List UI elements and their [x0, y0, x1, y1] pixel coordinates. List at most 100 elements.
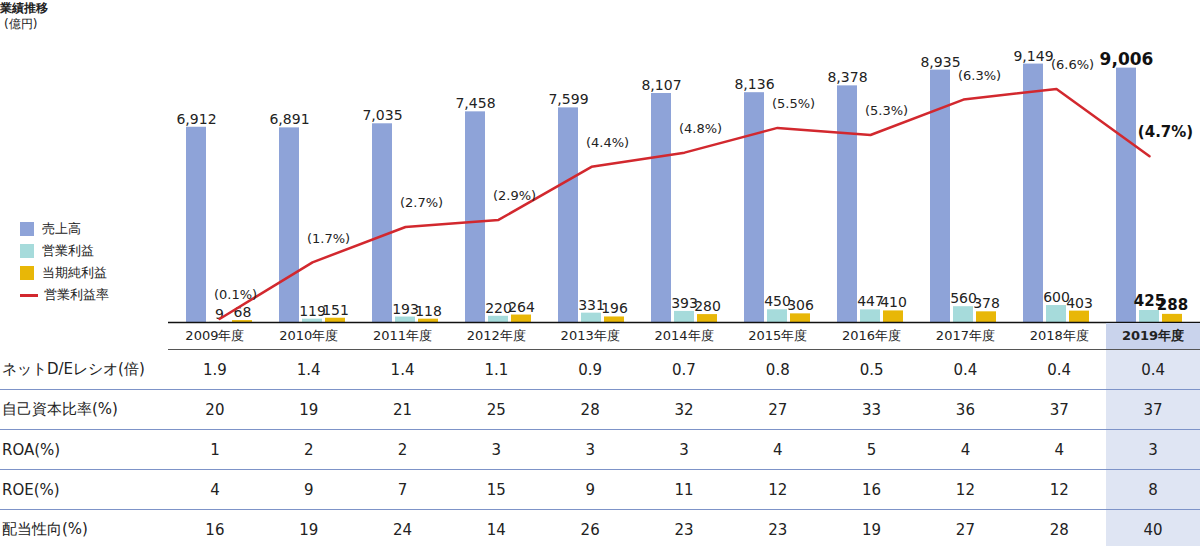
html-text:2010年度: 2010年度	[279, 328, 339, 343]
svg-text:6,912: 6,912	[176, 111, 216, 127]
svg-text:288: 288	[1157, 296, 1188, 314]
html-text:1.9: 1.9	[203, 360, 227, 379]
html-text:0.5: 0.5	[859, 360, 884, 379]
svg-text:393: 393	[671, 294, 698, 311]
html-text:16: 16	[205, 520, 225, 539]
html-text:0.9: 0.9	[578, 360, 603, 379]
svg-text:306: 306	[787, 297, 814, 313]
html-text:売上高: 売上高	[42, 221, 81, 236]
svg-text:151: 151	[322, 302, 349, 318]
svg-text:6,891: 6,891	[269, 111, 309, 127]
html-text:27: 27	[955, 520, 975, 539]
html-text:ROE(%): ROE(%)	[2, 480, 60, 499]
html-text:ROA(%): ROA(%)	[2, 440, 61, 459]
svg-text:8,935: 8,935	[920, 54, 960, 70]
html-text:0.8: 0.8	[765, 360, 790, 379]
svg-text:8,378: 8,378	[827, 69, 867, 85]
svg-text:8,107: 8,107	[641, 77, 681, 93]
svg-text:410: 410	[880, 294, 907, 310]
html-text:15: 15	[486, 480, 506, 499]
svg-text:447: 447	[857, 293, 884, 310]
svg-text:425: 425	[1133, 292, 1166, 311]
html-text:2013年度: 2013年度	[560, 328, 620, 343]
svg-text:(0.1%): (0.1%)	[214, 287, 257, 302]
html-text:36: 36	[955, 400, 975, 419]
html-text:12: 12	[768, 480, 788, 499]
html-text:当期純利益: 当期純利益	[42, 265, 107, 280]
svg-text:9,006: 9,006	[1100, 49, 1154, 69]
html-text:配当性向(%): 配当性向(%)	[2, 520, 88, 538]
html-text:1.1: 1.1	[484, 360, 509, 379]
html-text:19: 19	[299, 520, 319, 539]
html-text:32: 32	[674, 400, 694, 419]
html-text:0.7: 0.7	[672, 360, 696, 379]
html-text:24: 24	[393, 520, 413, 539]
svg-text:450: 450	[764, 293, 791, 310]
html-text:27: 27	[768, 400, 788, 419]
svg-text:220: 220	[485, 299, 512, 316]
html-text:26: 26	[580, 520, 600, 539]
html-text:14: 14	[486, 520, 506, 539]
svg-text:280: 280	[694, 298, 721, 314]
svg-text:(6.3%): (6.3%)	[958, 68, 1001, 83]
svg-text:600: 600	[1043, 289, 1070, 305]
html-text:40: 40	[1143, 520, 1163, 539]
svg-text:264: 264	[508, 299, 535, 315]
svg-text:193: 193	[392, 300, 419, 317]
html-text:1.4: 1.4	[390, 360, 415, 379]
html-text:19: 19	[862, 520, 882, 539]
html-text:33: 33	[862, 400, 882, 419]
html-text:自己資本比率(%): 自己資本比率(%)	[2, 400, 118, 418]
html-text:0.4: 0.4	[1141, 360, 1165, 379]
svg-text:378: 378	[973, 295, 1000, 311]
svg-text:196: 196	[601, 300, 628, 316]
html-text:1.4: 1.4	[296, 360, 321, 379]
svg-text:68: 68	[234, 304, 252, 320]
svg-text:331: 331	[578, 296, 605, 313]
html-text:2009年度: 2009年度	[185, 328, 245, 343]
html-text:21: 21	[393, 400, 413, 419]
svg-text:(1.7%): (1.7%)	[307, 231, 350, 246]
html-text:11: 11	[674, 480, 694, 499]
svg-text:(4.7%): (4.7%)	[1138, 123, 1193, 141]
svg-text:(6.6%): (6.6%)	[1051, 57, 1094, 72]
svg-text:118: 118	[415, 303, 442, 319]
svg-text:560: 560	[950, 290, 977, 307]
html-text:12: 12	[1049, 480, 1069, 499]
svg-text:9,149: 9,149	[1013, 48, 1053, 64]
html-text:ネットD/Eレシオ(倍): ネットD/Eレシオ(倍)	[2, 359, 145, 378]
svg-text:7,035: 7,035	[362, 107, 402, 123]
svg-text:(4.8%): (4.8%)	[679, 121, 722, 136]
html-text:2015年度: 2015年度	[748, 328, 808, 343]
html-text:2011年度: 2011年度	[373, 328, 433, 343]
html-text:16: 16	[862, 480, 882, 499]
html-text:37: 37	[1049, 400, 1069, 419]
html-text:28: 28	[580, 400, 600, 419]
html-text:0.4: 0.4	[1047, 360, 1072, 379]
html-text:23: 23	[768, 520, 788, 539]
html-text:37: 37	[1143, 400, 1163, 419]
html-text:23: 23	[674, 520, 694, 539]
html-text:25: 25	[486, 400, 506, 419]
html-text:28: 28	[1049, 520, 1069, 539]
html-text:20: 20	[205, 400, 225, 419]
svg-text:(5.5%): (5.5%)	[772, 96, 815, 111]
html-text:2014年度: 2014年度	[654, 328, 714, 343]
svg-text:(4.4%): (4.4%)	[586, 135, 629, 150]
svg-text:7,599: 7,599	[548, 91, 588, 107]
html-text:2012年度: 2012年度	[466, 328, 526, 343]
svg-text:403: 403	[1066, 295, 1093, 311]
html-text:営業利益: 営業利益	[42, 243, 94, 258]
html-text:19: 19	[299, 400, 319, 419]
svg-text:(5.3%): (5.3%)	[865, 103, 908, 118]
svg-text:9: 9	[215, 306, 224, 322]
svg-text:119: 119	[299, 302, 326, 319]
svg-text:8,136: 8,136	[734, 76, 774, 92]
svg-text:7,458: 7,458	[455, 95, 495, 111]
svg-text:(2.7%): (2.7%)	[400, 195, 443, 210]
svg-text:(2.9%): (2.9%)	[493, 188, 536, 203]
html-text:12: 12	[955, 480, 975, 499]
html-text:2016年度: 2016年度	[842, 328, 902, 343]
html-text:0.4: 0.4	[953, 360, 978, 379]
html-text:営業利益率: 営業利益率	[44, 287, 109, 302]
